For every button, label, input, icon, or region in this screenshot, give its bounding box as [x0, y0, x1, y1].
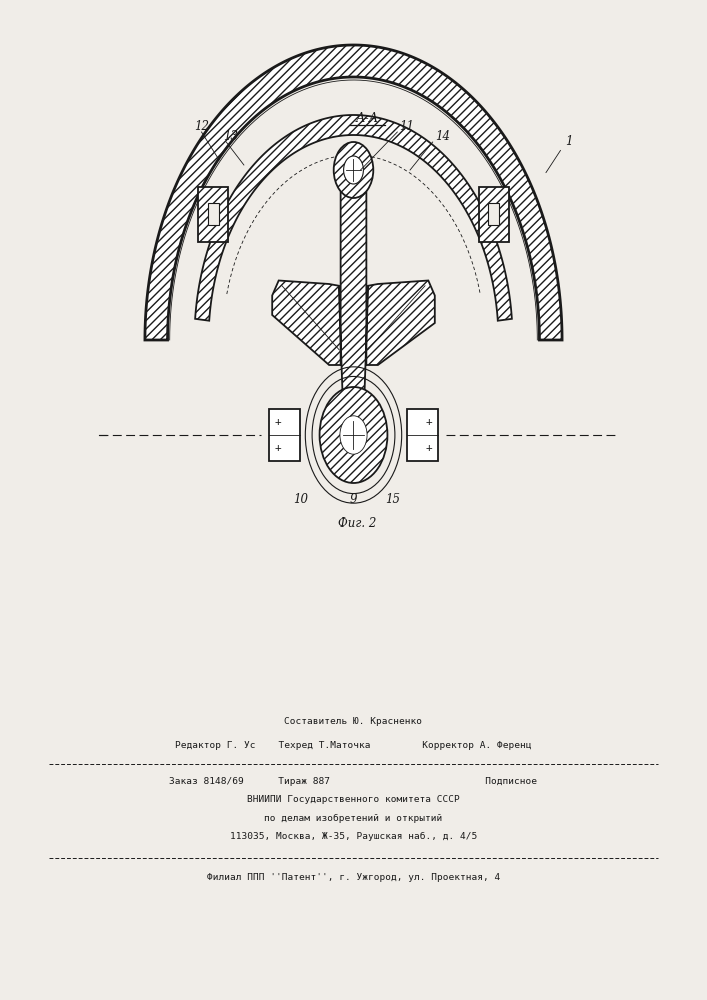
- Text: 968663: 968663: [327, 48, 380, 62]
- Bar: [208, 203, 219, 225]
- Bar: [199, 187, 228, 242]
- Text: 113035, Москва, Ж-35, Раушская наб., д. 4/5: 113035, Москва, Ж-35, Раушская наб., д. …: [230, 831, 477, 841]
- Text: +: +: [274, 417, 281, 427]
- Circle shape: [320, 387, 387, 483]
- Bar: [269, 409, 300, 461]
- Circle shape: [334, 142, 373, 198]
- Text: Редактор Г. Ус    Техред Т.Маточка         Корректор А. Ференц: Редактор Г. Ус Техред Т.Маточка Корректо…: [175, 740, 532, 750]
- Text: 15: 15: [385, 493, 400, 506]
- Circle shape: [344, 156, 363, 184]
- Bar: [488, 203, 499, 225]
- Circle shape: [340, 416, 367, 454]
- Text: 10: 10: [293, 493, 308, 506]
- Text: 13: 13: [223, 130, 238, 143]
- Text: Фиг. 2: Фиг. 2: [338, 517, 376, 530]
- Text: А-А: А-А: [356, 112, 379, 125]
- Bar: [407, 409, 438, 461]
- Text: +: +: [426, 417, 433, 427]
- Text: ВНИИПИ Государственного комитета СССР: ВНИИПИ Государственного комитета СССР: [247, 796, 460, 804]
- Text: 12: 12: [194, 120, 209, 133]
- Text: Заказ 8148/69      Тираж 887                           Подписное: Заказ 8148/69 Тираж 887 Подписное: [170, 778, 537, 786]
- Bar: [479, 187, 508, 242]
- Text: 9: 9: [350, 493, 357, 506]
- Polygon shape: [272, 192, 435, 392]
- Text: 14: 14: [435, 130, 450, 143]
- Polygon shape: [195, 115, 512, 321]
- Text: +: +: [274, 443, 281, 453]
- Text: Составитель Ю. Красненко: Составитель Ю. Красненко: [284, 718, 423, 726]
- Text: +: +: [426, 443, 433, 453]
- Text: по делам изобретений и открытий: по делам изобретений и открытий: [264, 813, 443, 823]
- Text: 11: 11: [399, 120, 414, 133]
- Text: 1: 1: [566, 135, 573, 148]
- Text: Филиал ППП ''Патент'', г. Ужгород, ул. Проектная, 4: Филиал ППП ''Патент'', г. Ужгород, ул. П…: [207, 872, 500, 882]
- Polygon shape: [145, 45, 562, 340]
